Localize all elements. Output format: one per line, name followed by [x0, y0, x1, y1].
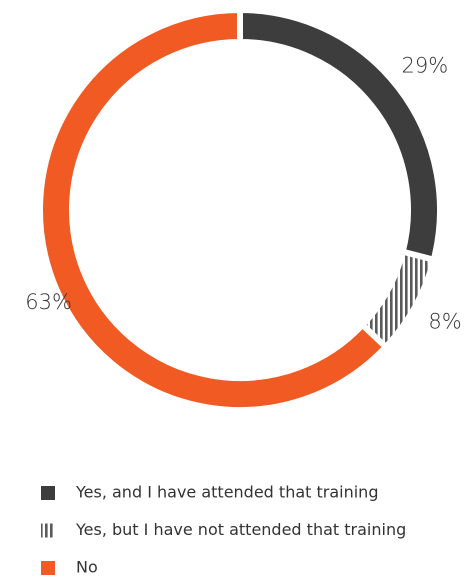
legend-swatch [41, 561, 55, 575]
legend-swatch [41, 486, 55, 500]
legend-label: No [76, 558, 98, 577]
data-label: 63% [25, 290, 72, 314]
legend-label: Yes, but I have not attended that traini… [75, 520, 406, 539]
donut-segment [237, 6, 443, 264]
data-label: 29% [402, 54, 449, 78]
data-label: 8% [428, 310, 461, 334]
legend-swatch [41, 523, 55, 538]
legend-label: Yes, and I have attended that training [75, 483, 378, 502]
donut-segment [37, 6, 391, 413]
